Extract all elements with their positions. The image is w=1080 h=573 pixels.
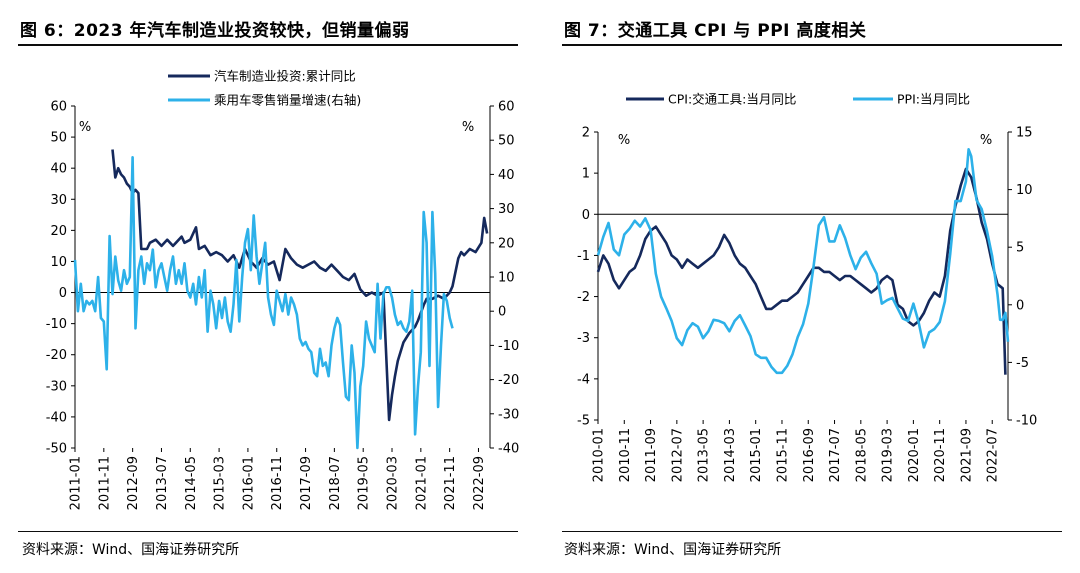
left-left-tick-label: -40 [46, 410, 67, 425]
right-x-tick-label: 2019-03 [881, 428, 896, 482]
left-legend-label-1: 乘用车零售销量增速(右轴) [214, 93, 361, 108]
right-x-tick-label: 2012-07 [670, 428, 685, 482]
left-x-tick-label: 2019-05 [357, 456, 372, 510]
left-left-unit-label: % [79, 120, 91, 135]
left-left-tick-label: -50 [46, 442, 67, 457]
right-right-tick-label: 0 [1016, 298, 1024, 313]
left-left-tick-label: 60 [50, 100, 67, 115]
left-title-rule [18, 44, 518, 46]
left-right-tick-label: 30 [498, 202, 515, 217]
right-x-tick-label: 2022-07 [986, 428, 1001, 482]
right-right-tick-label: -5 [1016, 356, 1029, 371]
left-x-tick-label: 2021-01 [414, 456, 429, 510]
left-x-tick-label: 2016-01 [241, 456, 256, 510]
left-right-tick-label: 40 [498, 168, 515, 183]
left-figure-title: 图 6：2023 年汽车制造业投资较快，但销量偏弱 [20, 21, 410, 41]
left-left-tick-label: -30 [46, 379, 67, 394]
right-figure-title: 图 7：交通工具 CPI 与 PPI 高度相关 [564, 21, 867, 41]
left-bottom-rule [18, 531, 518, 532]
right-legend-label-0: CPI:交通工具:当月同比 [668, 92, 796, 107]
left-x-tick-label: 2016-11 [270, 456, 285, 510]
right-x-tick-label: 2021-09 [959, 428, 974, 482]
left-legend-label-0: 汽车制造业投资:累计同比 [214, 69, 356, 84]
left-left-tick-label: 10 [50, 255, 67, 270]
left-chart-panel: 图 6：2023 年汽车制造业投资较快，但销量偏弱 60 50 40 30 20 10 0 -… [18, 21, 519, 558]
right-x-tick-label: 2020-01 [907, 428, 922, 482]
left-x-tick-label: 2022-09 [472, 456, 487, 510]
left-chart-svg: 60 50 40 30 20 10 0 -10 -20 -30 -40 -50 60 50 40 30 20 10… [46, 69, 519, 511]
right-right-unit-label: % [980, 133, 992, 148]
right-x-tick-label: 2013-05 [697, 428, 712, 482]
right-x-tick-label: 2011-09 [644, 428, 659, 482]
left-left-tick-label: 50 [50, 131, 67, 146]
left-right-tick-label: -10 [498, 339, 519, 354]
right-left-tick-label: 1 [582, 167, 590, 182]
right-x-tick-label: 2015-11 [775, 428, 790, 482]
left-x-tick-label: 2013-07 [155, 456, 170, 510]
left-right-tick-label: -20 [498, 373, 519, 388]
left-left-tick-label: 30 [50, 193, 67, 208]
left-left-tick-label: 40 [50, 162, 67, 177]
right-chart-panel: 图 7：交通工具 CPI 与 PPI 高度相关 2 1 0 -1 -2 -3 -4 -5 15 1… [540, 0, 1080, 573]
right-x-tick-label: 2010-01 [592, 428, 607, 482]
right-x-tick-label: 2018-05 [854, 428, 869, 482]
right-x-tick-label: 2010-11 [618, 428, 633, 482]
left-x-tick-label: 2011-11 [97, 456, 112, 510]
right-right-tick-label: -10 [1016, 414, 1037, 429]
left-x-tick-label: 2020-03 [386, 456, 401, 510]
left-right-tick-label: 20 [498, 236, 515, 251]
left-x-tick-label: 2014-05 [184, 456, 199, 510]
left-x-tick-label: 2012-09 [126, 456, 141, 510]
left-right-tick-label: 60 [498, 100, 515, 115]
right-left-tick-label: -4 [577, 372, 590, 387]
left-x-tick-label: 2018-07 [328, 456, 343, 510]
left-right-unit-label: % [462, 120, 474, 135]
right-bottom-rule [562, 531, 1062, 532]
right-left-unit-label: % [618, 133, 630, 148]
left-right-tick-label: 50 [498, 134, 515, 149]
right-right-tick-label: 10 [1016, 183, 1033, 198]
left-left-tick-label: -20 [46, 348, 67, 363]
right-left-tick-label: -1 [577, 249, 590, 264]
right-x-tick-label: 2020-11 [933, 428, 948, 482]
left-left-tick-label: 20 [50, 224, 67, 239]
right-right-tick-label: 15 [1016, 126, 1033, 141]
left-left-tick-label: 0 [59, 286, 67, 301]
right-title-rule [562, 44, 1062, 46]
right-left-tick-label: 0 [582, 208, 590, 223]
left-right-tick-label: -40 [498, 442, 519, 457]
left-series-line-1 [73, 156, 454, 450]
left-source-note: 资料来源：Wind、国海证券研究所 [22, 542, 240, 558]
left-right-tick-label: 10 [498, 271, 515, 286]
right-series-line-1 [596, 148, 1010, 375]
right-x-tick-label: 2016-09 [802, 428, 817, 482]
left-right-tick-label: 0 [498, 305, 506, 320]
right-series-line-0 [596, 167, 1007, 375]
left-x-tick-label: 2017-09 [299, 456, 314, 510]
right-x-tick-label: 2015-01 [749, 428, 764, 482]
left-left-tick-label: -10 [46, 317, 67, 332]
right-left-tick-label: -5 [577, 414, 590, 429]
right-x-tick-label: 2014-03 [723, 428, 738, 482]
left-right-tick-label: -30 [498, 407, 519, 422]
right-x-tick-label: 2017-07 [828, 428, 843, 482]
right-source-note: 资料来源：Wind、国海证券研究所 [564, 542, 782, 558]
left-x-tick-label: 2011-01 [69, 456, 84, 510]
right-left-tick-label: -2 [577, 290, 590, 305]
right-right-tick-label: 5 [1016, 241, 1024, 256]
right-left-tick-label: 2 [582, 126, 590, 141]
right-legend-label-1: PPI:当月同比 [897, 92, 970, 107]
left-x-tick-label: 2015-03 [213, 456, 228, 510]
right-left-tick-label: -3 [577, 331, 590, 346]
left-x-tick-label: 2021-11 [443, 456, 458, 510]
